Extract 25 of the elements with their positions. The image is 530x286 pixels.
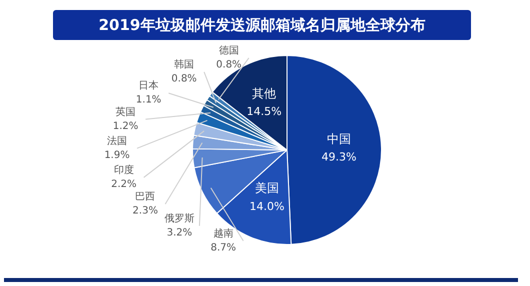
data-label: 14.0% <box>249 200 284 213</box>
slice-label: 日本 <box>138 80 159 92</box>
data-label: 0.8% <box>171 74 197 85</box>
slice-label: 印度 <box>114 164 134 176</box>
data-label: 49.3% <box>321 150 356 164</box>
slice-label: 巴西 <box>135 192 156 203</box>
slice-label: 英国 <box>116 106 136 118</box>
slice-label: 德国 <box>218 46 239 57</box>
data-label: 1.1% <box>136 94 162 106</box>
data-label: 1.2% <box>112 120 138 132</box>
data-label: 8.7% <box>210 242 236 254</box>
chart-title: 2019年垃圾邮件发送源邮箱域名归属地全球分布 <box>53 10 471 40</box>
slice-label: 其他 <box>252 86 276 100</box>
data-label: 2.3% <box>132 206 158 217</box>
data-label: 1.9% <box>104 150 130 161</box>
slice-label: 美国 <box>254 181 279 196</box>
data-label: 2.2% <box>111 179 136 190</box>
slice-label: 越南 <box>213 227 234 240</box>
data-label: 14.5% <box>246 105 282 118</box>
data-label: 3.2% <box>166 227 192 238</box>
slice-label: 俄罗斯 <box>164 212 194 224</box>
slice-label: 中国 <box>326 132 351 146</box>
slice-label: 韩国 <box>174 58 194 71</box>
slice-label: 法国 <box>107 134 128 147</box>
data-label: 0.8% <box>216 60 242 71</box>
